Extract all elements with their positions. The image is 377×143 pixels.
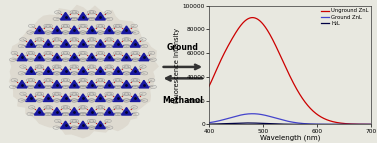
Polygon shape (43, 94, 53, 102)
Polygon shape (34, 26, 44, 33)
X-axis label: Wavelength (nm): Wavelength (nm) (260, 135, 320, 141)
Polygon shape (87, 108, 97, 115)
Polygon shape (26, 67, 36, 74)
Polygon shape (17, 80, 27, 88)
Polygon shape (69, 26, 79, 33)
Polygon shape (78, 12, 88, 20)
Legend: Unground ZnL, Ground ZnL, H₂L: Unground ZnL, Ground ZnL, H₂L (321, 8, 369, 26)
Polygon shape (130, 67, 140, 74)
Polygon shape (113, 94, 123, 102)
Polygon shape (61, 121, 70, 129)
Polygon shape (139, 80, 149, 88)
Polygon shape (52, 26, 62, 33)
Polygon shape (78, 40, 88, 47)
Polygon shape (121, 80, 132, 88)
Polygon shape (43, 67, 53, 74)
Polygon shape (95, 40, 105, 47)
Polygon shape (78, 67, 88, 74)
Polygon shape (69, 53, 79, 61)
Polygon shape (104, 80, 114, 88)
Polygon shape (130, 94, 140, 102)
Polygon shape (121, 108, 132, 115)
Polygon shape (121, 53, 132, 61)
Polygon shape (69, 108, 79, 115)
Polygon shape (104, 108, 114, 115)
Polygon shape (113, 40, 123, 47)
Polygon shape (78, 94, 88, 102)
Polygon shape (130, 40, 140, 47)
Polygon shape (95, 67, 105, 74)
Polygon shape (34, 80, 44, 88)
Polygon shape (95, 12, 105, 20)
Polygon shape (104, 26, 114, 33)
Y-axis label: Fluorescence Intensity: Fluorescence Intensity (174, 28, 180, 103)
Polygon shape (26, 94, 36, 102)
Polygon shape (87, 53, 97, 61)
Polygon shape (26, 40, 36, 47)
Polygon shape (95, 94, 105, 102)
Polygon shape (113, 67, 123, 74)
Polygon shape (139, 53, 149, 61)
Polygon shape (61, 40, 70, 47)
Polygon shape (69, 80, 79, 88)
Polygon shape (52, 53, 62, 61)
Polygon shape (52, 80, 62, 88)
Polygon shape (104, 53, 114, 61)
Text: Ground: Ground (167, 43, 199, 52)
Polygon shape (61, 94, 70, 102)
Polygon shape (52, 108, 62, 115)
Polygon shape (17, 53, 27, 61)
Polygon shape (78, 121, 88, 129)
Polygon shape (43, 40, 53, 47)
Polygon shape (9, 6, 158, 138)
Polygon shape (61, 12, 70, 20)
Polygon shape (95, 121, 105, 129)
Polygon shape (87, 80, 97, 88)
Polygon shape (34, 53, 44, 61)
Text: Methanol: Methanol (162, 96, 203, 105)
Polygon shape (61, 67, 70, 74)
Polygon shape (34, 108, 44, 115)
Polygon shape (87, 26, 97, 33)
Polygon shape (121, 26, 132, 33)
